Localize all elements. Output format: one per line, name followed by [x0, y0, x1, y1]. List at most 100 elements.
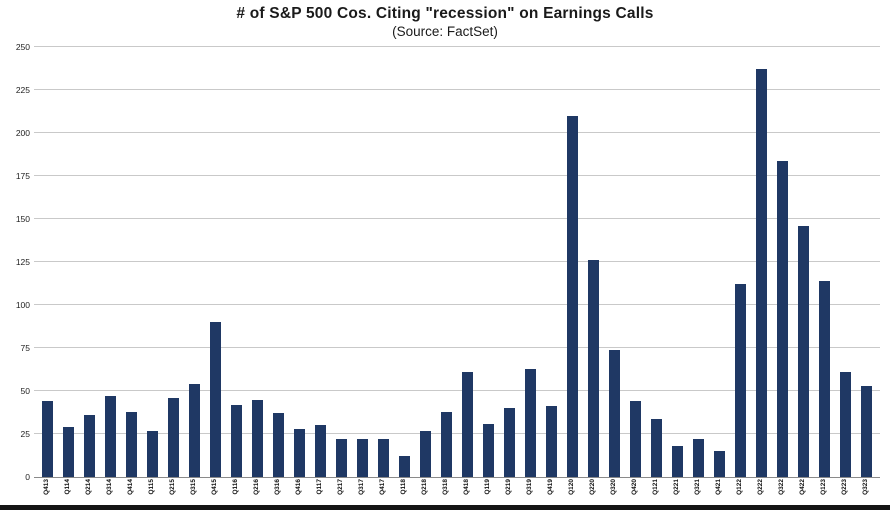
x-tick-slot: Q421	[709, 479, 730, 501]
bar-Q422	[797, 225, 810, 477]
x-tick-slot: Q118	[394, 479, 415, 501]
x-tick-slot: Q219	[499, 479, 520, 501]
x-tick-label: Q117	[316, 479, 324, 495]
x-tick-label: Q218	[421, 479, 429, 495]
bar-Q216	[251, 399, 264, 477]
bar-Q323	[860, 385, 873, 477]
x-tick-label: Q314	[106, 479, 114, 495]
bar-Q317	[356, 439, 369, 477]
y-tick-label: 150	[15, 214, 30, 224]
bar-Q415	[209, 322, 222, 477]
bar-Q120	[566, 115, 579, 477]
x-tick-slot: Q217	[331, 479, 352, 501]
x-tick-label: Q123	[820, 479, 828, 495]
bar-slot	[835, 47, 856, 477]
gridline-150	[34, 218, 880, 219]
bar-slot	[730, 47, 751, 477]
x-tick-slot: Q220	[583, 479, 604, 501]
x-tick-label: Q421	[715, 479, 723, 495]
bar-slot	[751, 47, 772, 477]
x-tick-slot: Q317	[352, 479, 373, 501]
bottom-border	[0, 505, 890, 510]
bar-slot	[205, 47, 226, 477]
bar-slot	[268, 47, 289, 477]
bar-Q315	[188, 384, 201, 477]
x-tick-label: Q222	[757, 479, 765, 495]
x-tick-slot: Q221	[667, 479, 688, 501]
y-tick-label: 75	[20, 343, 30, 353]
x-tick-label: Q321	[694, 479, 702, 495]
bar-slot	[184, 47, 205, 477]
x-tick-label: Q114	[64, 479, 72, 495]
gridline-175	[34, 175, 880, 176]
bar-slot	[310, 47, 331, 477]
x-tick-label: Q320	[610, 479, 618, 495]
x-tick-slot: Q415	[205, 479, 226, 501]
x-tick-label: Q220	[589, 479, 597, 495]
bar-slot	[415, 47, 436, 477]
x-tick-label: Q116	[232, 479, 240, 495]
bar-Q219	[503, 408, 516, 477]
x-tick-label: Q216	[253, 479, 261, 495]
x-tick-slot: Q120	[562, 479, 583, 501]
gridline-50	[34, 390, 880, 391]
x-tick-slot: Q218	[415, 479, 436, 501]
x-tick-slot: Q323	[856, 479, 877, 501]
x-tick-slot: Q318	[436, 479, 457, 501]
bar-Q421	[713, 451, 726, 477]
x-tick-slot: Q214	[79, 479, 100, 501]
bar-slot	[457, 47, 478, 477]
gridline-250	[34, 46, 880, 47]
bar-Q420	[629, 401, 642, 477]
bar-slot	[583, 47, 604, 477]
gridline-125	[34, 261, 880, 262]
bar-Q215	[167, 397, 180, 477]
bar-Q321	[692, 439, 705, 477]
x-tick-slot: Q417	[373, 479, 394, 501]
x-tick-label: Q422	[799, 479, 807, 495]
x-tick-label: Q121	[652, 479, 660, 495]
y-tick-label: 200	[15, 128, 30, 138]
x-tick-label: Q418	[463, 479, 471, 495]
y-tick-label: 100	[15, 300, 30, 310]
x-tick-slot: Q115	[142, 479, 163, 501]
gridline-75	[34, 347, 880, 348]
x-tick-slot: Q122	[730, 479, 751, 501]
bar-Q414	[125, 411, 138, 477]
bar-slot	[646, 47, 667, 477]
x-tick-slot: Q216	[247, 479, 268, 501]
bar-slot	[562, 47, 583, 477]
x-tick-slot: Q117	[310, 479, 331, 501]
bar-slot	[289, 47, 310, 477]
x-tick-slot: Q416	[289, 479, 310, 501]
x-tick-slot: Q320	[604, 479, 625, 501]
x-tick-slot: Q316	[268, 479, 289, 501]
x-tick-label: Q315	[190, 479, 198, 495]
x-tick-slot: Q413	[37, 479, 58, 501]
x-tick-label: Q217	[337, 479, 345, 495]
x-tick-slot: Q322	[772, 479, 793, 501]
chart-subtitle: (Source: FactSet)	[392, 24, 498, 39]
x-tick-label: Q122	[736, 479, 744, 495]
x-tick-slot: Q321	[688, 479, 709, 501]
x-tick-label: Q317	[358, 479, 366, 495]
bar-slot	[478, 47, 499, 477]
bar-Q122	[734, 284, 747, 477]
bar-slot	[100, 47, 121, 477]
bar-slot	[814, 47, 835, 477]
x-tick-label: Q120	[568, 479, 576, 495]
bar-slot	[121, 47, 142, 477]
bar-Q316	[272, 413, 285, 477]
x-tick-slot: Q422	[793, 479, 814, 501]
x-tick-label: Q414	[127, 479, 135, 495]
x-tick-slot: Q420	[625, 479, 646, 501]
x-tick-slot: Q123	[814, 479, 835, 501]
bar-slot	[667, 47, 688, 477]
x-tick-label: Q118	[400, 479, 408, 495]
x-tick-label: Q415	[211, 479, 219, 495]
x-tick-label: Q215	[169, 479, 177, 495]
x-tick-slot: Q121	[646, 479, 667, 501]
bar-slot	[520, 47, 541, 477]
bar-Q322	[776, 160, 789, 477]
